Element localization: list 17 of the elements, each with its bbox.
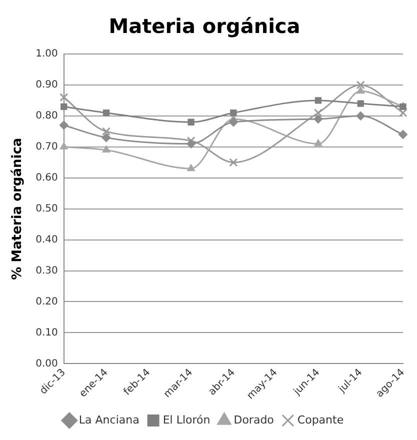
y-tick-label: 0.60 xyxy=(36,172,58,184)
y-tick-label: 0.90 xyxy=(36,80,58,91)
y-tick-label: 0.00 xyxy=(36,358,58,370)
y-tick-label: 0.30 xyxy=(36,265,58,276)
y-tick-label: 0.80 xyxy=(36,110,58,122)
y-tick-label: 0.70 xyxy=(36,142,58,152)
y-tick-label: 0.10 xyxy=(36,327,58,338)
y-axis-title: % Materia orgánica xyxy=(10,138,26,280)
y-tick-label: 0.20 xyxy=(36,296,58,308)
legend-label: La Anciana xyxy=(78,413,140,426)
y-tick-label: 0.50 xyxy=(36,203,58,214)
legend-label: El Llorón xyxy=(162,413,210,426)
chart-title: Materia orgánica xyxy=(108,14,300,38)
legend-label: Copante xyxy=(297,413,344,426)
y-tick-label: 0.40 xyxy=(36,234,58,246)
legend-label: Dorado xyxy=(234,413,274,426)
y-tick-label: 1.00 xyxy=(36,48,58,60)
